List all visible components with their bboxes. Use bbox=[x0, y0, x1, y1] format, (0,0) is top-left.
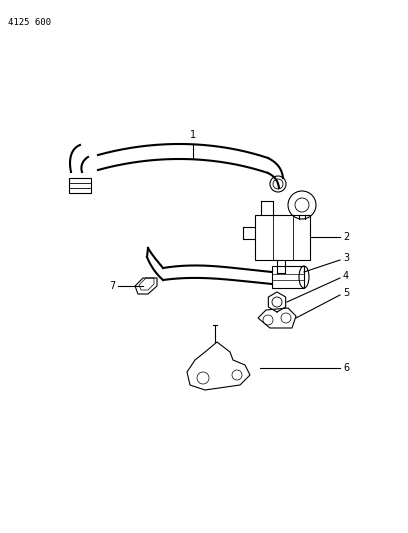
Text: 6: 6 bbox=[343, 363, 349, 373]
Text: 2: 2 bbox=[343, 232, 349, 242]
Text: 4: 4 bbox=[343, 271, 349, 281]
Text: 4125 600: 4125 600 bbox=[8, 18, 51, 27]
Text: 1: 1 bbox=[190, 130, 196, 140]
Text: 7: 7 bbox=[109, 281, 115, 291]
Bar bbox=[255, 215, 310, 260]
Text: 5: 5 bbox=[343, 288, 349, 298]
Bar bbox=[272, 266, 304, 288]
Bar bbox=[69, 178, 91, 193]
Text: 3: 3 bbox=[343, 253, 349, 263]
